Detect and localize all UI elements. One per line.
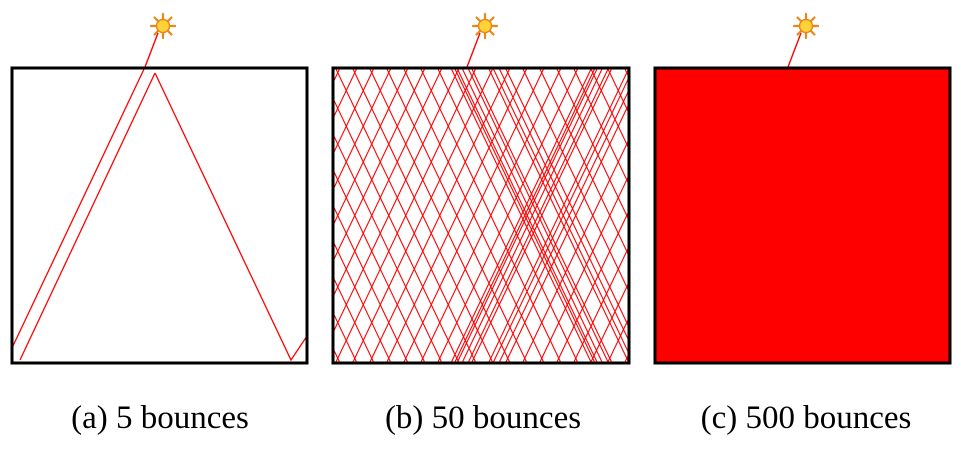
ray-segment bbox=[335, 68, 477, 363]
incoming-ray bbox=[466, 32, 481, 68]
ray-segment bbox=[488, 68, 629, 363]
ray-segment bbox=[539, 68, 629, 258]
ray-segment bbox=[333, 239, 392, 363]
ray-segment bbox=[492, 68, 629, 355]
ray-segment bbox=[333, 97, 460, 363]
ray-segment bbox=[522, 68, 629, 293]
ray-segment bbox=[333, 347, 341, 363]
caption-b: (b) 50 bounces bbox=[384, 400, 582, 436]
ray-segment bbox=[573, 68, 629, 186]
ray-segment bbox=[333, 204, 409, 363]
ray-segment bbox=[333, 68, 341, 84]
ray-segment bbox=[333, 132, 443, 363]
incoming-ray bbox=[787, 32, 802, 68]
sun-icon bbox=[149, 12, 177, 40]
ray-segment bbox=[454, 68, 596, 363]
sun-icon bbox=[471, 12, 499, 40]
ray-segment bbox=[333, 68, 375, 156]
panel-a bbox=[10, 12, 309, 365]
ray-segment bbox=[333, 275, 375, 363]
panel-frame bbox=[331, 66, 631, 365]
ray-segment bbox=[505, 68, 629, 329]
bounce-path bbox=[11, 66, 308, 362]
ray-segment bbox=[590, 68, 629, 151]
saturated-fill bbox=[655, 68, 950, 363]
ray-segment bbox=[573, 245, 629, 363]
ray-segment bbox=[556, 68, 629, 222]
caption-c: (c) 500 bounces bbox=[700, 400, 912, 436]
ray-segment bbox=[467, 68, 609, 363]
ray-segment bbox=[333, 168, 426, 363]
ray-segment bbox=[450, 68, 592, 363]
panel-b bbox=[183, 12, 631, 365]
ray-segment bbox=[498, 68, 629, 343]
ray-segment bbox=[369, 68, 511, 363]
ray-segment bbox=[403, 68, 545, 363]
ray-segment bbox=[420, 68, 562, 363]
ray-segment bbox=[183, 68, 323, 363]
bounce-mesh bbox=[183, 68, 629, 363]
ray-segment bbox=[183, 68, 323, 363]
caption-a: (a) 5 bounces bbox=[71, 400, 249, 436]
panel-frame bbox=[653, 66, 952, 365]
ray-segment bbox=[333, 68, 392, 192]
panel-c bbox=[653, 12, 952, 365]
ray-segment bbox=[386, 68, 528, 363]
ray-segment bbox=[352, 68, 494, 363]
incoming-ray bbox=[144, 32, 159, 68]
sun-icon bbox=[792, 12, 820, 40]
ray-segment bbox=[590, 280, 629, 363]
panel-frame bbox=[10, 66, 309, 365]
ray-segment bbox=[461, 68, 603, 363]
ray-segment bbox=[437, 68, 579, 363]
ray-segment bbox=[456, 68, 598, 363]
ray-segment bbox=[471, 68, 613, 363]
